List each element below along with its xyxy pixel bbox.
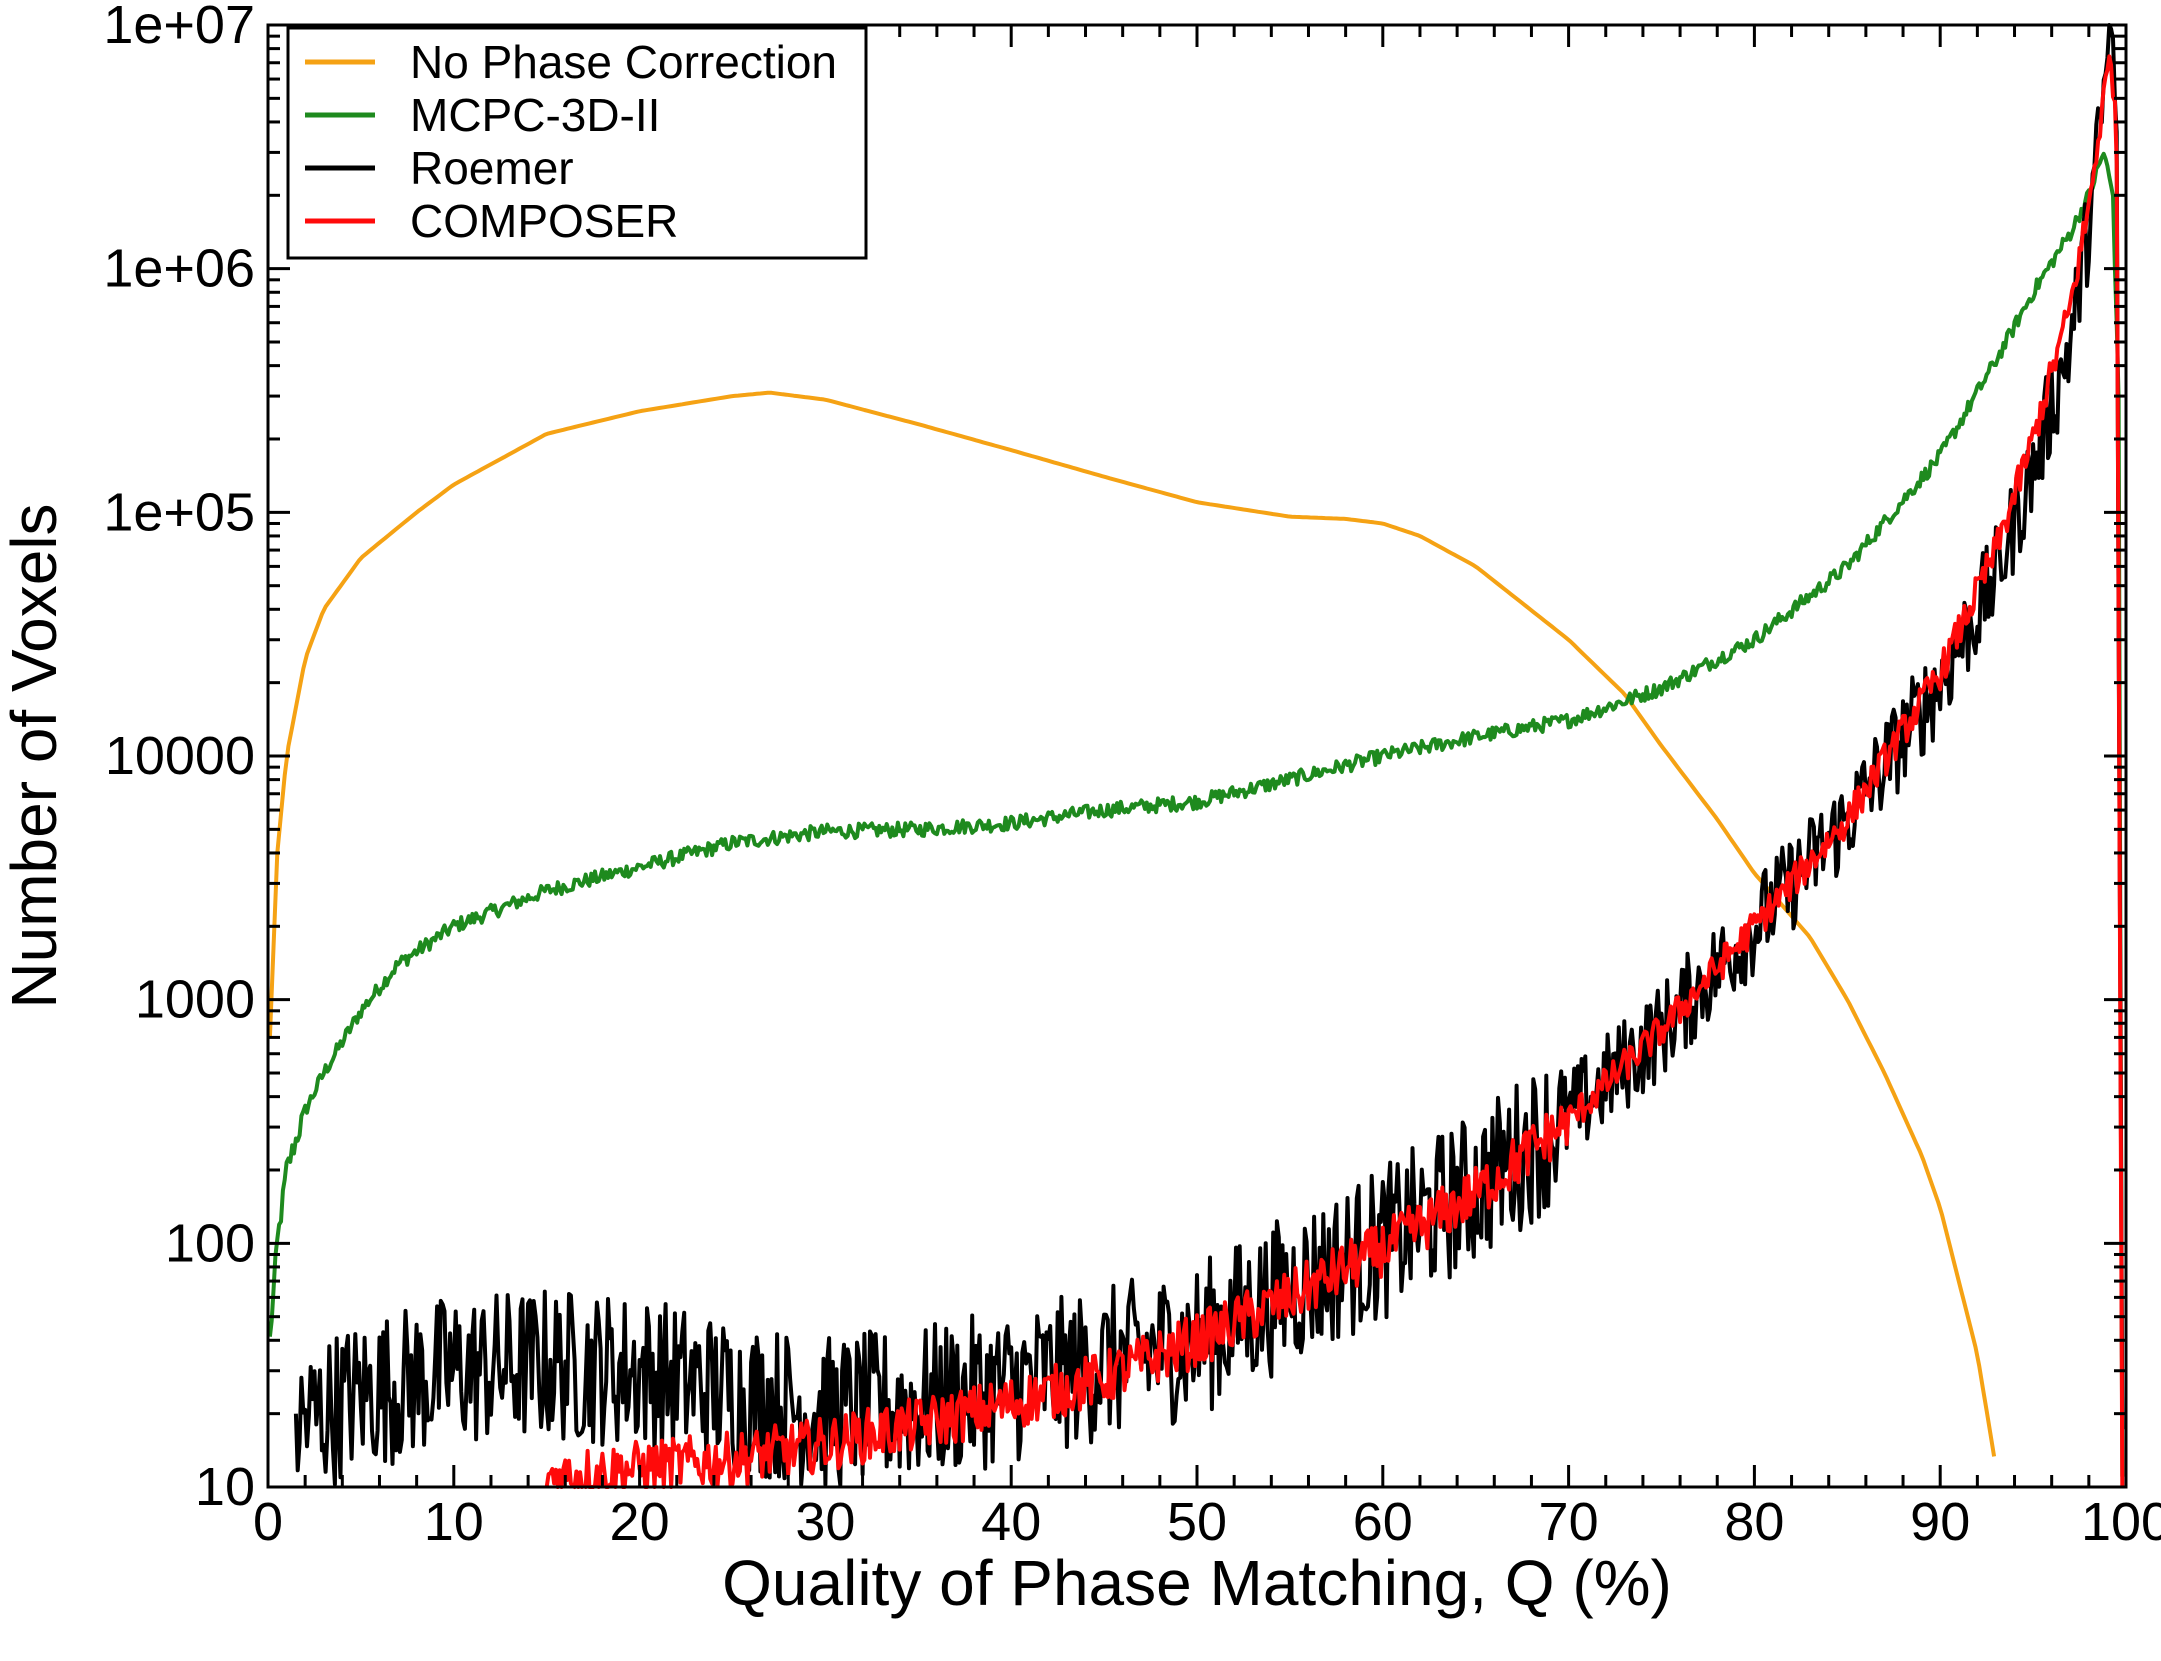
y-tick-label: 1e+06 [103, 239, 255, 299]
y-tick-label: 100 [165, 1213, 255, 1273]
y-tick-label: 1e+07 [103, 0, 255, 55]
series-layer [267, 23, 2125, 1489]
x-tick-label: 20 [610, 1492, 670, 1552]
x-tick-label: 90 [1910, 1492, 1970, 1552]
series-line-mcpc-3d-ii [267, 151, 2125, 1477]
legend-label: Roemer [410, 142, 574, 194]
x-tick-label: 100 [2081, 1492, 2161, 1552]
plot-frame [266, 23, 2128, 1489]
axes-layer: 0 10 20 30 40 50 60 70 80 90 100101001000100001e+0… [103, 0, 2161, 1552]
x-tick-label: 0 [253, 1492, 283, 1552]
legend-entries: No Phase CorrectionMCPC-3D-IIRoemerCOMPO… [305, 36, 837, 247]
x-tick-label: 80 [1724, 1492, 1784, 1552]
x-tick-label: 60 [1353, 1492, 1413, 1552]
y-tick-label: 10 [195, 1457, 255, 1517]
y-tick-label: 1e+05 [103, 482, 255, 542]
x-tick-label: 30 [795, 1492, 855, 1552]
series-line-roemer [293, 23, 2125, 1488]
legend-label: COMPOSER [410, 195, 678, 247]
x-axis-title: Quality of Phase Matching, Q (%) [722, 1547, 1672, 1619]
legend-label: MCPC-3D-II [410, 89, 660, 141]
x-tick-label: 50 [1167, 1492, 1227, 1552]
x-tick-label: 40 [981, 1492, 1041, 1552]
legend-box [286, 26, 868, 260]
legend-label: No Phase Correction [410, 36, 837, 88]
series-line-composer [544, 54, 2125, 1489]
legend: No Phase CorrectionMCPC-3D-IIRoemerCOMPO… [286, 26, 868, 260]
x-tick-label: 10 [424, 1492, 484, 1552]
y-tick-label: 1000 [135, 970, 255, 1030]
y-axis-title: Number of Voxels [0, 503, 70, 1008]
series-line-no-phase-correction [267, 390, 1997, 1457]
x-tick-label: 70 [1539, 1492, 1599, 1552]
y-tick-label: 10000 [105, 726, 255, 786]
